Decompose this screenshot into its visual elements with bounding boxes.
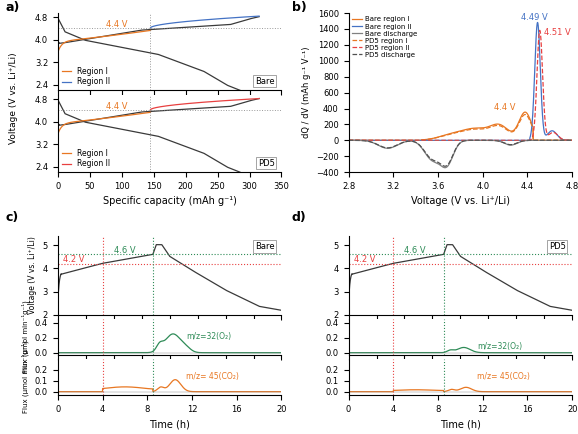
PD5 region II (448, 138, 455, 143)
PD5 region I (522, 112, 529, 117)
Bare region II (454, 138, 461, 143)
Bare discharge (448, 157, 455, 162)
PD5 discharge (521, 138, 528, 143)
Bare region II (357, 138, 364, 143)
Bare discharge (357, 138, 364, 143)
Bare region I (521, 109, 528, 115)
PD5 region II (345, 138, 352, 143)
Bare region I (522, 109, 529, 115)
Text: Bare: Bare (255, 242, 275, 251)
Text: m/z=32(O₂): m/z=32(O₂) (477, 342, 523, 351)
Text: m/z= 45(CO₂): m/z= 45(CO₂) (477, 372, 530, 381)
Line: PD5 region II: PD5 region II (349, 30, 572, 140)
Text: 4.6 V: 4.6 V (114, 246, 135, 255)
PD5 region I (562, 138, 569, 143)
Y-axis label: dQ / dV (mAh g⁻¹ V⁻¹): dQ / dV (mAh g⁻¹ V⁻¹) (302, 47, 310, 138)
Text: Bare: Bare (255, 77, 275, 85)
PD5 region II (454, 138, 461, 143)
PD5 region II (521, 138, 528, 143)
PD5 region I (569, 138, 576, 143)
PD5 region II (562, 138, 569, 143)
PD5 region II (536, 28, 543, 33)
Bare region I (562, 138, 569, 143)
Bare region II (521, 138, 528, 143)
Bare region I (569, 138, 576, 143)
Bare discharge (562, 138, 569, 143)
Y-axis label: Flux (μmol min⁻¹g⁻¹): Flux (μmol min⁻¹g⁻¹) (22, 301, 29, 373)
Line: Bare region I: Bare region I (349, 112, 572, 140)
Text: 4.2 V: 4.2 V (64, 255, 85, 264)
Text: PD5: PD5 (258, 158, 275, 168)
Bare discharge (454, 144, 461, 149)
Text: a): a) (6, 1, 20, 14)
PD5 discharge (357, 138, 364, 143)
X-axis label: Voltage (V vs. Li⁺/Li): Voltage (V vs. Li⁺/Li) (411, 197, 510, 207)
Text: 4.4 V: 4.4 V (106, 20, 127, 30)
PD5 discharge (562, 138, 569, 143)
Bare region I (562, 138, 569, 143)
PD5 region I (448, 131, 455, 136)
Bare region II (569, 138, 576, 143)
Y-axis label: Flux (μmol min⁻¹g⁻¹): Flux (μmol min⁻¹g⁻¹) (22, 341, 29, 413)
PD5 region I (357, 138, 364, 143)
PD5 discharge (454, 143, 461, 148)
PD5 discharge (345, 138, 352, 143)
PD5 region I (345, 138, 352, 143)
PD5 region II (562, 138, 569, 143)
PD5 region II (569, 138, 576, 143)
Text: m/z= 45(CO₂): m/z= 45(CO₂) (187, 372, 239, 381)
PD5 region I (454, 130, 461, 135)
X-axis label: Time (h): Time (h) (149, 419, 190, 429)
Text: 4.2 V: 4.2 V (354, 255, 376, 264)
Line: PD5 discharge: PD5 discharge (349, 140, 572, 166)
Text: m/z=32(O₂): m/z=32(O₂) (187, 332, 232, 341)
PD5 discharge (569, 138, 576, 143)
Line: PD5 region I: PD5 region I (349, 115, 572, 140)
Bare region II (562, 138, 569, 143)
Bare region I (357, 138, 364, 143)
PD5 region II (357, 138, 364, 143)
Text: 4.51 V: 4.51 V (544, 27, 571, 36)
PD5 region I (562, 138, 569, 143)
Bare discharge (569, 138, 576, 143)
PD5 discharge (442, 164, 449, 169)
Text: b): b) (292, 1, 307, 14)
PD5 discharge (448, 156, 455, 161)
X-axis label: Specific capacity (mAh g⁻¹): Specific capacity (mAh g⁻¹) (103, 197, 236, 207)
Line: Bare discharge: Bare discharge (349, 140, 572, 168)
Text: 4.4 V: 4.4 V (106, 102, 127, 111)
Bare region II (534, 20, 541, 25)
Legend: Region I, Region II: Region I, Region II (62, 149, 110, 168)
Bare region I (345, 138, 352, 143)
Text: 4.4 V: 4.4 V (494, 103, 516, 112)
PD5 region I (521, 112, 528, 117)
Text: d): d) (292, 211, 307, 224)
Bare discharge (521, 138, 528, 143)
Bare region I (454, 129, 461, 134)
PD5 discharge (562, 138, 569, 143)
Bare discharge (442, 165, 449, 170)
Bare region II (562, 138, 569, 143)
Text: 4.6 V: 4.6 V (405, 246, 426, 255)
Text: PD5: PD5 (549, 242, 565, 251)
Legend: Bare region I, Bare region II, Bare discharge, PD5 region I, PD5 region II, PD5 : Bare region I, Bare region II, Bare disc… (352, 16, 417, 58)
Bare region II (345, 138, 352, 143)
Bare discharge (562, 138, 569, 143)
Bare discharge (345, 138, 352, 143)
Text: 4.49 V: 4.49 V (521, 13, 547, 22)
Legend: Region I, Region II: Region I, Region II (62, 67, 110, 86)
Bare region II (448, 138, 455, 143)
X-axis label: Time (h): Time (h) (440, 419, 481, 429)
Y-axis label: Voltage (V vs. Li⁺/Li): Voltage (V vs. Li⁺/Li) (28, 237, 37, 314)
Bare region I (448, 131, 455, 136)
Line: Bare region II: Bare region II (349, 23, 572, 140)
Y-axis label: Voltage (V vs. Li⁺/Li): Voltage (V vs. Li⁺/Li) (9, 52, 17, 144)
Text: c): c) (6, 211, 19, 224)
